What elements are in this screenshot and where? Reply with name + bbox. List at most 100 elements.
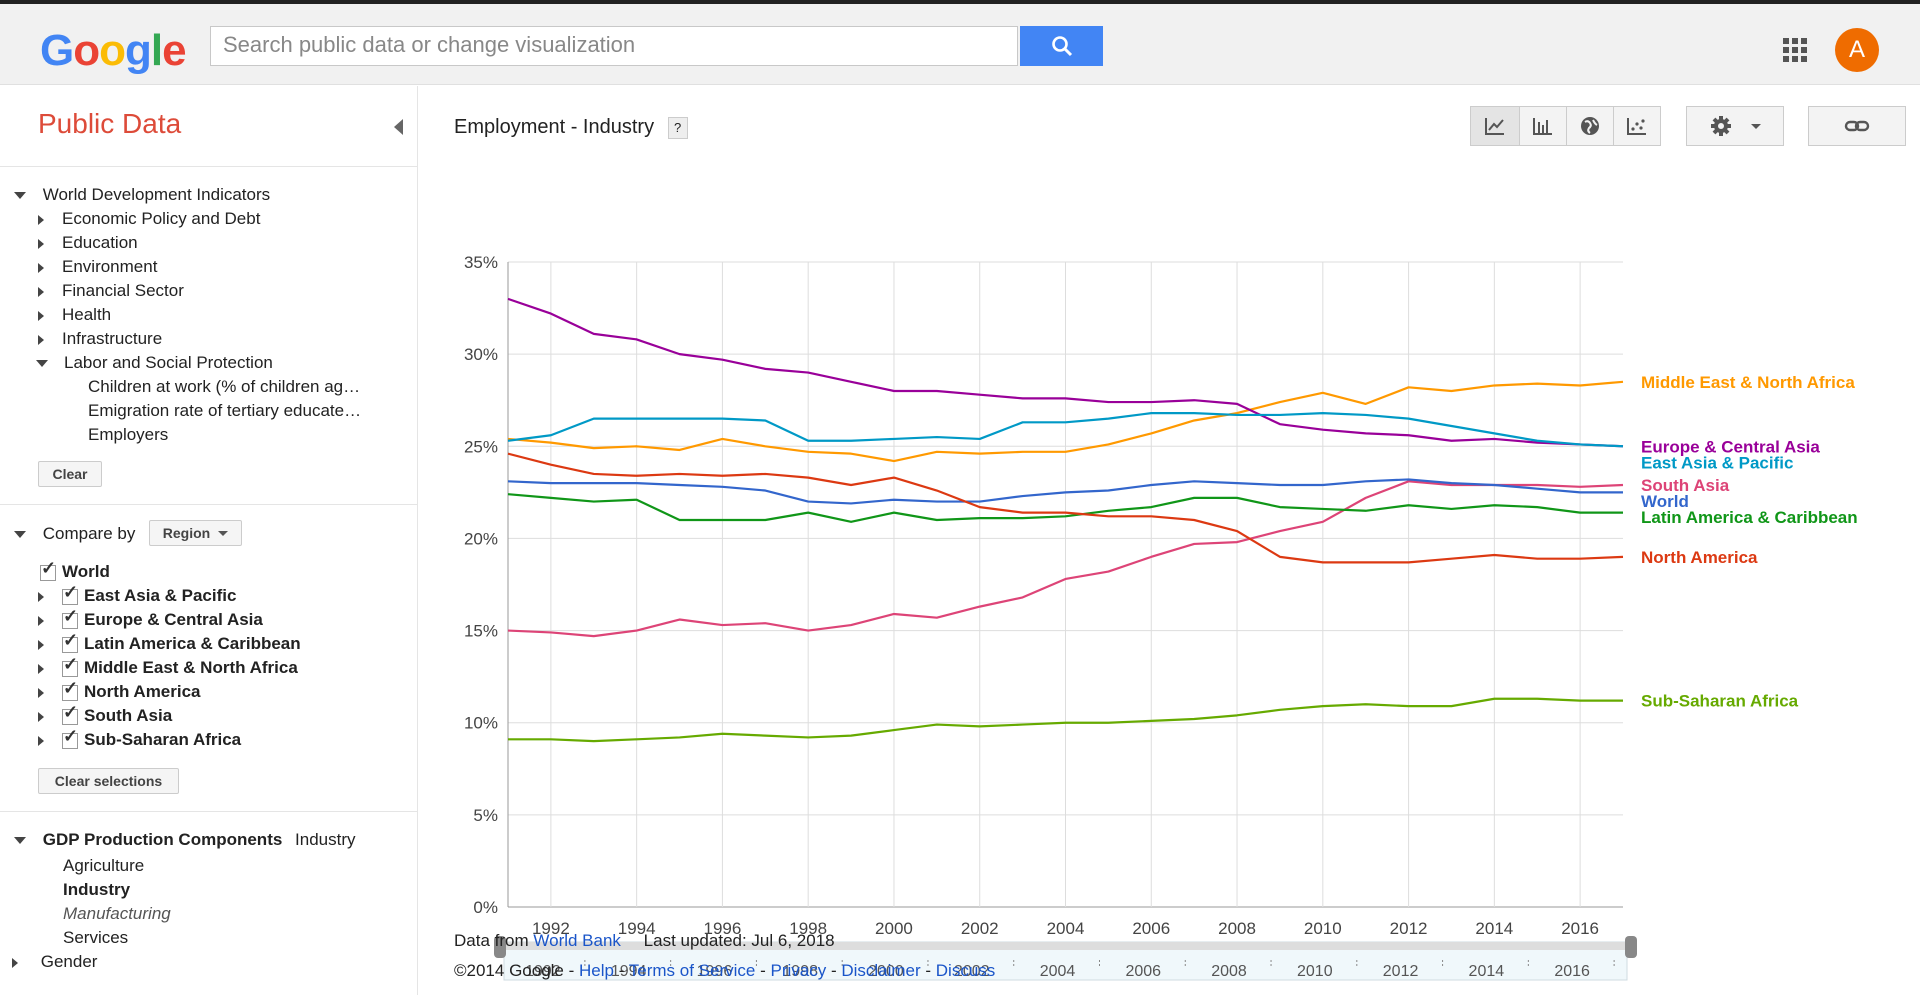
google-logo[interactable]: Google (40, 26, 187, 75)
x-tick-label: 2014 (1475, 919, 1513, 938)
apps-grid-icon[interactable] (1783, 38, 1807, 62)
checkbox-checked[interactable] (62, 702, 78, 725)
time-slider[interactable]: 1992 1994 1996 1998 2000 2002 2004 2006 2008 2010… (494, 936, 1637, 981)
data-source-line: Data from World Bank Last updated: Jul 6… (454, 931, 835, 951)
slider-tick-label: 2006 (1125, 963, 1161, 980)
link-button[interactable] (1808, 106, 1906, 146)
tree-item-label: Infrastructure (62, 329, 163, 348)
scatter-chart-button[interactable] (1613, 106, 1661, 146)
tree-item-label: Environment (62, 257, 158, 276)
tree-item-gender[interactable]: Gender (12, 952, 97, 972)
tree-subitem-emigration-rate[interactable]: Emigration rate of tertiary educate… (88, 401, 362, 420)
line-chart-icon (1485, 118, 1504, 135)
settings-button[interactable] (1686, 106, 1784, 146)
x-tick-label: 1994 (618, 919, 656, 938)
series-line (508, 697, 1623, 743)
region-label: East Asia & Pacific (84, 586, 237, 605)
gdp-item-agriculture[interactable]: Agriculture (63, 856, 145, 875)
clear-button[interactable]: Clear (38, 461, 102, 487)
chart-series-labels: Middle East & North Africa Europe & Centr… (1641, 373, 1858, 711)
gdp-label: GDP Production Components (42, 830, 283, 849)
gdp-item-industry[interactable]: Industry (63, 880, 131, 899)
separator: - (920, 961, 936, 980)
sidebar: Public Data World Development Indicators… (0, 86, 418, 995)
region-label: World (62, 562, 110, 581)
expand-right-icon (38, 334, 44, 345)
bar-chart-button[interactable] (1519, 106, 1567, 146)
region-east-asia[interactable]: East Asia & Pacific (38, 582, 237, 606)
series-label: South Asia (1641, 476, 1730, 495)
compare-by-toggle[interactable]: Compare by (14, 524, 135, 544)
top-bar: Google A (0, 0, 1920, 85)
globe-icon (1581, 117, 1599, 135)
x-tick-label: 2000 (875, 919, 913, 938)
checkbox-checked[interactable] (40, 558, 56, 581)
tree-item-financial-sector[interactable]: Financial Sector (38, 281, 184, 301)
tree-item-economic-policy[interactable]: Economic Policy and Debt (38, 209, 260, 229)
checkbox-checked[interactable] (62, 678, 78, 701)
expand-down-icon (14, 192, 26, 200)
region-middle-east[interactable]: Middle East & North Africa (38, 654, 298, 678)
expand-right-icon (38, 735, 44, 746)
disclaimer-link[interactable]: Disclaimer (841, 961, 921, 980)
clear-selections-button[interactable]: Clear selections (38, 768, 179, 794)
region-latin-america[interactable]: Latin America & Caribbean (38, 630, 301, 654)
scatter-chart-icon (1627, 118, 1646, 135)
world-bank-link[interactable]: World Bank (533, 931, 621, 950)
tree-subitem-employers[interactable]: Employers (88, 425, 169, 444)
chevron-down-icon (218, 530, 229, 536)
checkbox-checked[interactable] (62, 654, 78, 677)
public-data-title[interactable]: Public Data (38, 108, 182, 139)
discuss-link[interactable]: Discuss (935, 961, 996, 980)
checkbox-checked[interactable] (62, 582, 78, 605)
help-button[interactable]: ? (667, 116, 688, 139)
map-chart-button[interactable] (1566, 106, 1614, 146)
tree-item-infrastructure[interactable]: Infrastructure (38, 329, 162, 349)
collapse-sidebar-icon[interactable] (394, 119, 403, 135)
series-label: World (1641, 492, 1689, 511)
gdp-item-manufacturing[interactable]: Manufacturing (63, 904, 171, 923)
tree-item-environment[interactable]: Environment (38, 257, 157, 277)
region-world[interactable]: World (40, 558, 110, 582)
slider-handle-left (494, 936, 506, 958)
compare-by-select[interactable]: Region (149, 520, 242, 546)
tree-subitem-children-at-work[interactable]: Children at work (% of children ag… (88, 377, 361, 396)
gear-icon (1711, 116, 1731, 136)
gdp-section-toggle[interactable]: GDP Production Components Industry (14, 830, 356, 850)
tree-item-label: Economic Policy and Debt (62, 209, 261, 228)
series-label: East Asia & Pacific (1641, 453, 1793, 472)
checkbox-checked[interactable] (62, 630, 78, 653)
privacy-link[interactable]: Privacy (770, 961, 827, 980)
x-tick-label: 2010 (1304, 919, 1342, 938)
expand-down-icon (36, 360, 48, 368)
tree-item-education[interactable]: Education (38, 233, 138, 253)
region-sub-saharan[interactable]: Sub-Saharan Africa (38, 726, 241, 750)
checkbox-checked[interactable] (62, 606, 78, 629)
region-europe[interactable]: Europe & Central Asia (38, 606, 263, 630)
expand-right-icon (38, 711, 44, 722)
region-label: Middle East & North Africa (84, 658, 298, 677)
terms-link[interactable]: Terms of Service (628, 961, 756, 980)
gdp-item-services[interactable]: Services (63, 928, 129, 947)
checkbox-checked[interactable] (62, 726, 78, 749)
help-link[interactable]: Help (579, 961, 614, 980)
search-input[interactable] (211, 27, 1015, 63)
slider-tick-label: 1998 (782, 963, 818, 980)
region-south-asia[interactable]: South Asia (38, 702, 172, 726)
tree-item-label: Health (62, 305, 112, 324)
region-north-america[interactable]: North America (38, 678, 201, 702)
avatar[interactable]: A (1835, 28, 1879, 72)
y-tick-label: 5% (473, 806, 498, 825)
tree-root[interactable]: World Development Indicators (14, 185, 270, 205)
separator: - (755, 961, 771, 980)
expand-right-icon (38, 286, 44, 297)
data-from-label: Data from (454, 931, 529, 950)
line-chart-button[interactable] (1470, 106, 1520, 146)
chart-grid: 35% 30% 25% 20% 15% 10% 5% 0% 1992 1994 1996 1998 20… (464, 253, 1623, 938)
tree-item-labor[interactable]: Labor and Social Protection (36, 353, 273, 373)
y-tick-label: 35% (464, 253, 498, 272)
tree-item-health[interactable]: Health (38, 305, 111, 325)
tree-item-label: Gender (40, 952, 98, 971)
search-button[interactable] (1020, 26, 1103, 66)
divider (0, 811, 418, 812)
